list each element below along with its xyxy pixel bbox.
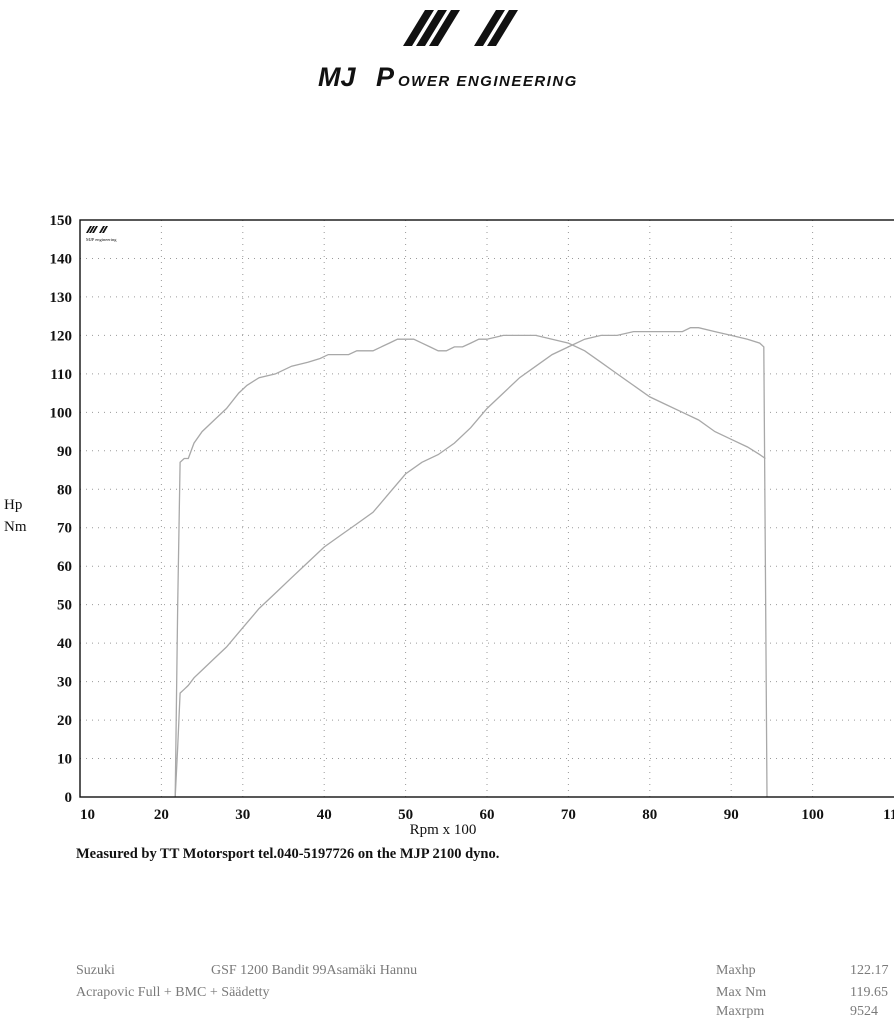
x-tick-label: 50 bbox=[398, 807, 413, 823]
stat-value-maxhp: 122.17 bbox=[850, 963, 889, 978]
y-tick-label: 110 bbox=[50, 367, 72, 383]
y-tick-label: 60 bbox=[57, 559, 72, 575]
y-tick-label: 100 bbox=[50, 405, 73, 421]
series-line-2 bbox=[174, 327, 768, 798]
badge-text: MJP engineering bbox=[86, 237, 117, 242]
brand-name: MJ P OWER ENGINEERING bbox=[318, 60, 638, 92]
y-tick-label: 40 bbox=[57, 636, 72, 652]
vehicle-make: Suzuki bbox=[76, 963, 115, 978]
x-tick-label: 110 bbox=[883, 807, 894, 823]
y-tick-label: 90 bbox=[57, 444, 72, 460]
y-tick-label: 70 bbox=[57, 521, 72, 537]
dyno-chart: 0 10 20 30 40 50 60 70 80 90 100 110 120 130 140 150 10… bbox=[4, 213, 894, 838]
y-tick-label: 0 bbox=[65, 790, 73, 806]
plot-frame bbox=[79, 219, 894, 798]
x-tick-label: 10 bbox=[80, 807, 95, 823]
y-tick-label: 30 bbox=[57, 675, 72, 691]
y-axis-title-hp: Hp bbox=[4, 497, 22, 513]
grid bbox=[80, 220, 894, 797]
x-tick-label: 80 bbox=[642, 807, 657, 823]
x-tick-label: 30 bbox=[235, 807, 250, 823]
x-tick-label: 60 bbox=[480, 807, 495, 823]
y-tick-label: 10 bbox=[57, 752, 72, 768]
x-axis: 10 20 30 40 50 60 70 80 90 100 110 bbox=[80, 807, 894, 823]
vehicle-mods: Acrapovic Full + BMC + Säädetty bbox=[76, 985, 270, 1000]
y-axis-title-nm: Nm bbox=[4, 519, 27, 535]
y-tick-label: 130 bbox=[50, 290, 73, 306]
x-tick-label: 20 bbox=[154, 807, 169, 823]
stat-label-maxnm: Max Nm bbox=[716, 985, 767, 1000]
stat-label-maxrpm: Maxrpm bbox=[716, 1004, 765, 1019]
y-tick-label: 150 bbox=[50, 213, 73, 229]
x-tick-label: 100 bbox=[801, 807, 824, 823]
brand-initials: MJ bbox=[318, 62, 356, 92]
y-axis: 0 10 20 30 40 50 60 70 80 90 100 110 120 130 140 150 bbox=[50, 213, 73, 806]
stat-value-maxrpm: 9524 bbox=[850, 1004, 878, 1019]
brand-rest: OWER ENGINEERING bbox=[398, 73, 578, 90]
y-tick-label: 140 bbox=[50, 251, 73, 267]
x-tick-label: 90 bbox=[724, 807, 739, 823]
measurement-note: Measured by TT Motorsport tel.040-519772… bbox=[76, 846, 500, 862]
y-tick-label: 80 bbox=[57, 482, 72, 498]
x-tick-label: 70 bbox=[561, 807, 576, 823]
y-tick-label: 120 bbox=[50, 328, 73, 344]
stat-value-maxnm: 119.65 bbox=[850, 985, 888, 1000]
plot-badge: MJP engineering bbox=[86, 226, 117, 242]
stat-label-maxhp: Maxhp bbox=[716, 963, 756, 978]
series-line-1 bbox=[174, 334, 766, 798]
y-tick-label: 20 bbox=[57, 713, 72, 729]
x-tick-label: 40 bbox=[317, 807, 332, 823]
y-tick-label: 50 bbox=[57, 598, 72, 614]
brand-p: P bbox=[376, 62, 395, 92]
brand-logo bbox=[300, 6, 640, 96]
logo-stripes bbox=[403, 10, 518, 46]
vehicle-model-owner: GSF 1200 Bandit 99Asamäki Hannu bbox=[211, 963, 418, 978]
series-group bbox=[174, 327, 768, 798]
x-axis-title: Rpm x 100 bbox=[410, 822, 477, 838]
